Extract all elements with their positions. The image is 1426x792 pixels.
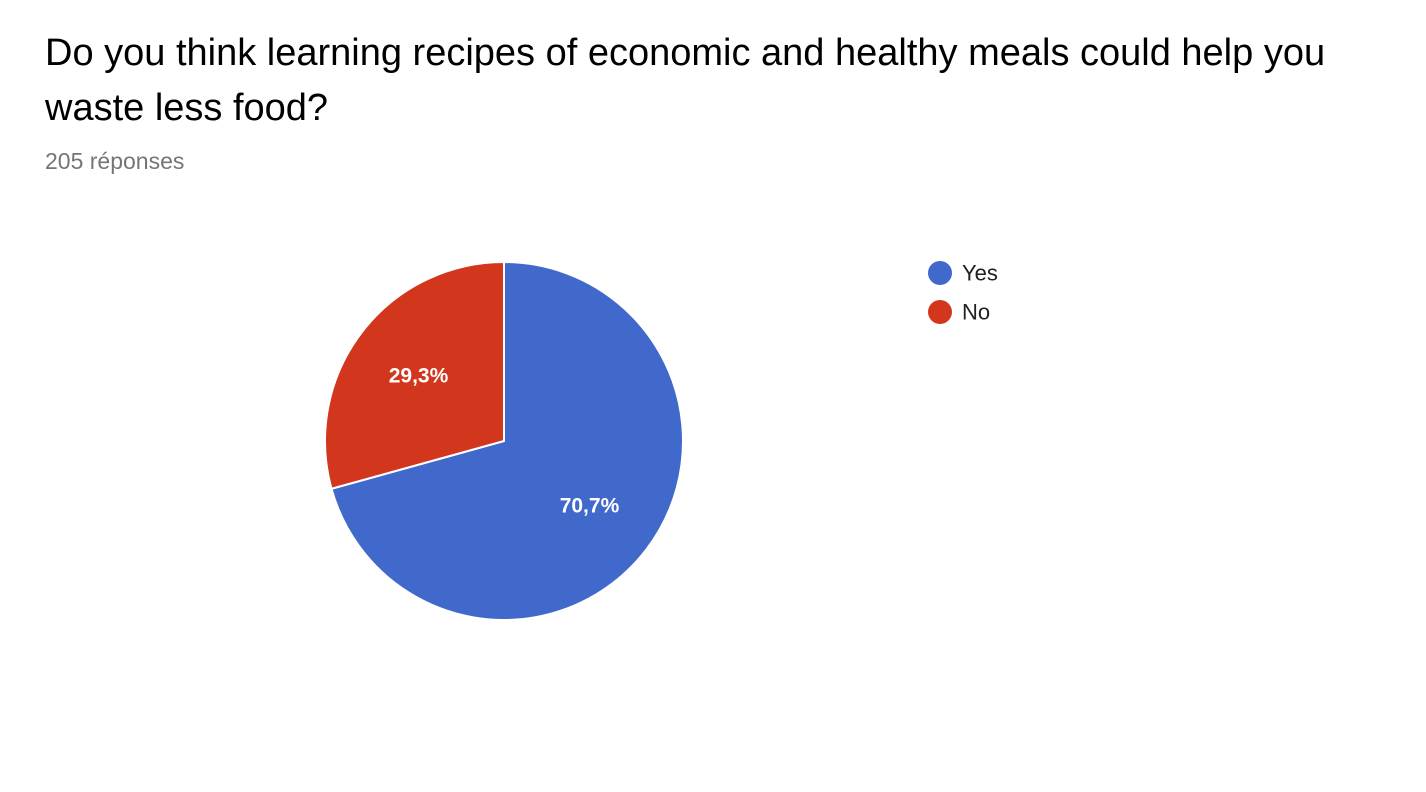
slice-label-no: 29,3% bbox=[389, 364, 449, 387]
question-title: Do you think learning recipes of economi… bbox=[45, 32, 1326, 129]
legend-marker-yes bbox=[928, 261, 952, 285]
pie-slice-no bbox=[324, 261, 505, 490]
response-count: 205 réponses bbox=[45, 148, 185, 174]
legend-marker-no bbox=[928, 300, 952, 324]
pie-slice-yes bbox=[330, 261, 684, 621]
legend-label-yes: Yes bbox=[962, 261, 998, 286]
slice-label-yes: 70,7% bbox=[560, 495, 620, 518]
legend-label-no: No bbox=[962, 300, 990, 325]
